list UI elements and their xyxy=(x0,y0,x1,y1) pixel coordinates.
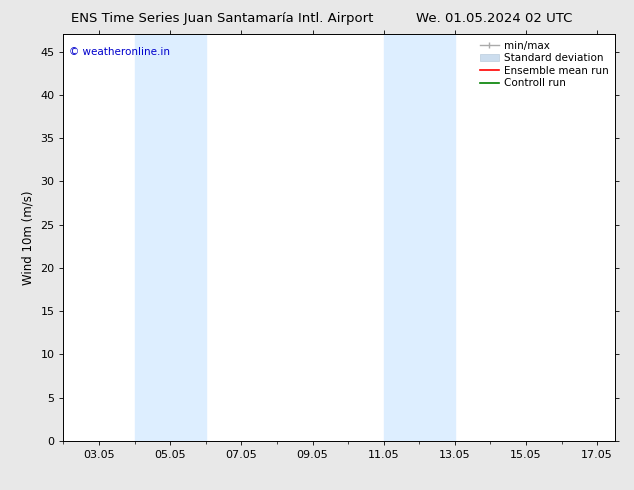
Bar xyxy=(384,34,455,441)
Text: © weatheronline.in: © weatheronline.in xyxy=(69,47,170,56)
Y-axis label: Wind 10m (m/s): Wind 10m (m/s) xyxy=(22,191,35,285)
Text: ENS Time Series Juan Santamaría Intl. Airport: ENS Time Series Juan Santamaría Intl. Ai… xyxy=(71,12,373,25)
Text: We. 01.05.2024 02 UTC: We. 01.05.2024 02 UTC xyxy=(417,12,573,25)
Legend: min/max, Standard deviation, Ensemble mean run, Controll run: min/max, Standard deviation, Ensemble me… xyxy=(476,36,613,93)
Bar xyxy=(134,34,206,441)
